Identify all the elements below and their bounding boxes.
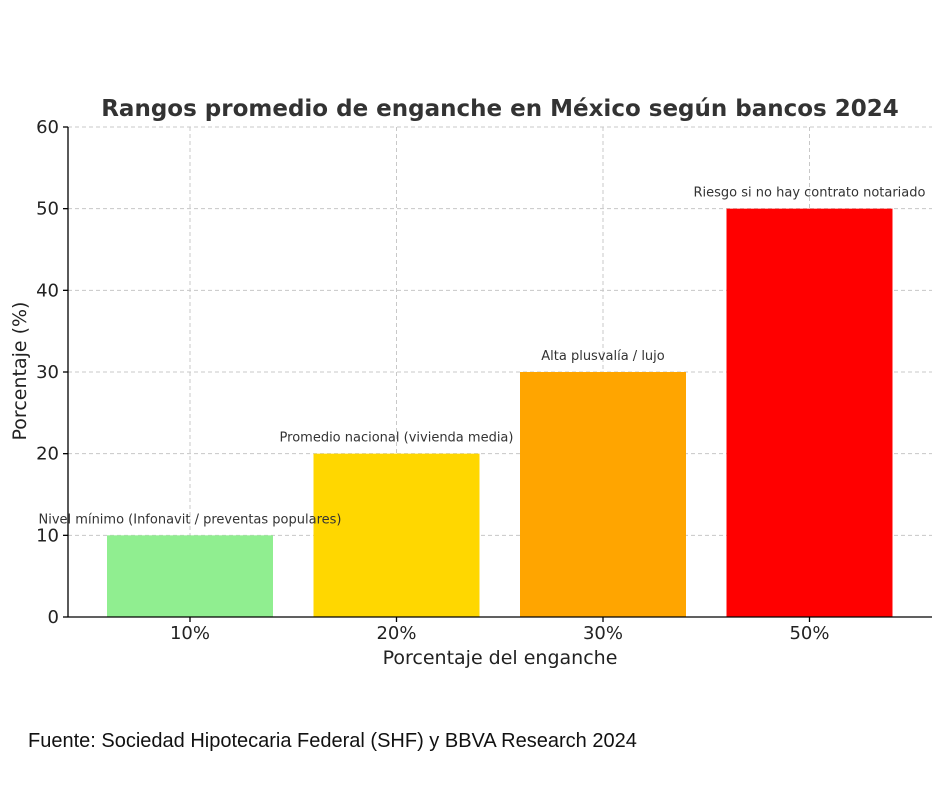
y-tick-label: 0: [48, 607, 59, 628]
bar: [520, 372, 686, 617]
x-tick-label: 10%: [170, 623, 210, 644]
y-tick-label: 50: [36, 199, 59, 220]
bar: [313, 453, 480, 617]
annotations-layer: Nivel mínimo (Infonavit / preventas popu…: [39, 186, 926, 528]
bar-annotation: Riesgo si no hay contrato notariado: [694, 186, 926, 201]
x-ticks-layer: 10% 20% 30% 50%: [170, 617, 830, 644]
y-tick-label: 10: [36, 525, 59, 546]
bar-annotation: Promedio nacional (vivienda media): [280, 431, 514, 446]
y-tick-label: 20: [36, 444, 59, 465]
chart-title: Rangos promedio de enganche en México se…: [101, 96, 899, 122]
y-tick-label: 60: [36, 117, 59, 138]
x-tick-label: 30%: [583, 623, 623, 644]
bars-layer: [107, 208, 893, 617]
x-axis-label: Porcentaje del enganche: [383, 647, 618, 669]
y-ticks-layer: 0 10 20 30 40 50 60: [36, 117, 68, 628]
x-tick-label: 50%: [789, 623, 829, 644]
bar: [726, 208, 893, 617]
y-axis-label: Porcentaje (%): [9, 302, 31, 441]
bar-annotation: Nivel mínimo (Infonavit / preventas popu…: [39, 512, 342, 527]
bar-chart: Rangos promedio de enganche en México se…: [9, 96, 932, 669]
y-tick-label: 40: [36, 280, 59, 301]
bar-annotation: Alta plusvalía / lujo: [541, 349, 665, 364]
bar: [107, 535, 273, 617]
y-tick-label: 30: [36, 362, 59, 383]
x-tick-label: 20%: [376, 623, 416, 644]
source-note: Fuente: Sociedad Hipotecaria Federal (SH…: [28, 730, 637, 752]
